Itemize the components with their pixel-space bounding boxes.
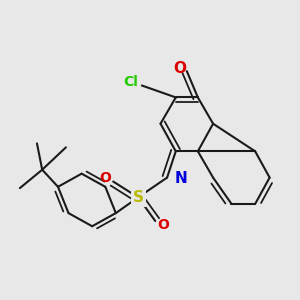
Text: O: O (99, 171, 111, 184)
Text: Cl: Cl (123, 75, 138, 88)
Text: O: O (174, 61, 187, 76)
Text: O: O (157, 218, 169, 232)
Text: S: S (133, 190, 144, 205)
Text: N: N (175, 171, 188, 186)
